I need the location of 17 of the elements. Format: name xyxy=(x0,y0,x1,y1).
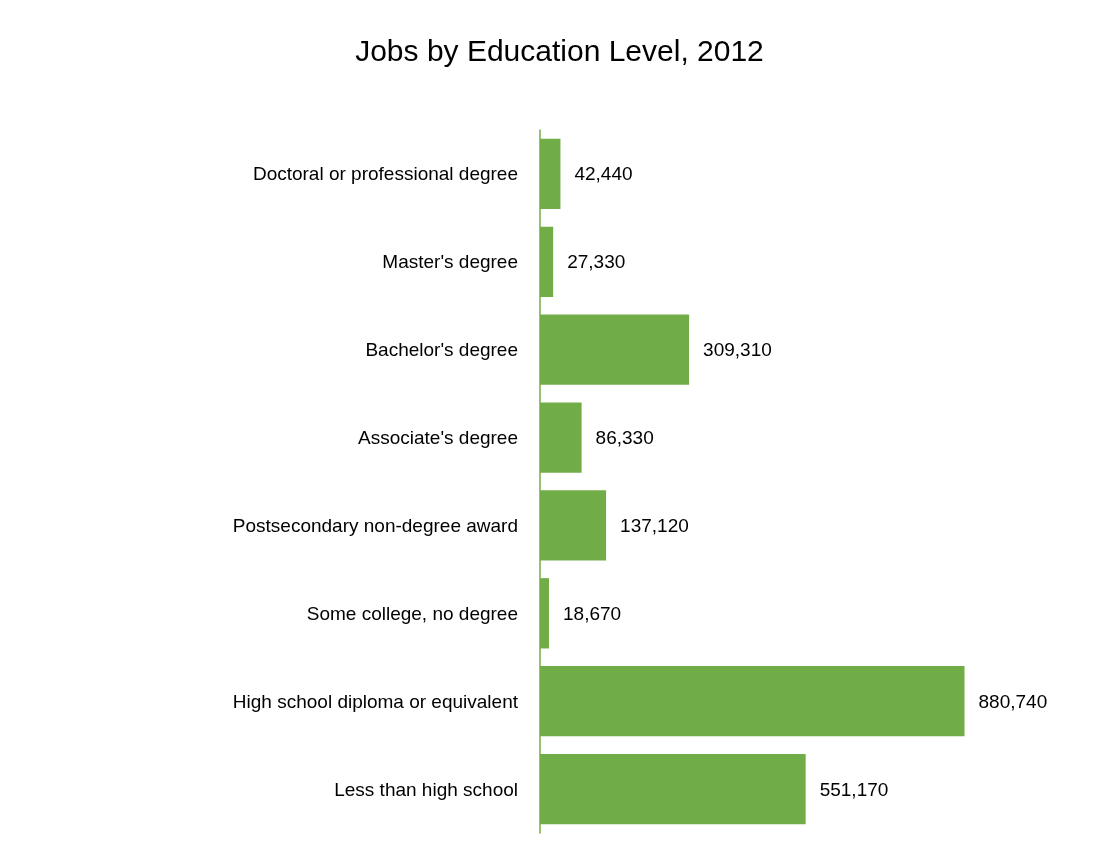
data-label: 880,740 xyxy=(978,690,1048,712)
data-label: 551,170 xyxy=(819,778,889,800)
chart-title: Jobs by Education Level, 2012 xyxy=(355,33,764,67)
data-label: 309,310 xyxy=(703,339,772,361)
data-label: 42,440 xyxy=(574,163,633,185)
data-label: 18,670 xyxy=(563,602,622,624)
data-label: 86,330 xyxy=(595,427,654,449)
y-tick-label: Bachelor's degree xyxy=(365,339,518,361)
y-tick-label: Some college, no degree xyxy=(306,602,518,624)
y-tick-label: High school diploma or equivalent xyxy=(232,690,519,712)
y-tick-label: Less than high school xyxy=(334,778,518,800)
data-label: 27,330 xyxy=(567,251,626,273)
y-tick-label: Postsecondary non-degree award xyxy=(232,514,518,536)
y-tick-label: Doctoral or professional degree xyxy=(252,163,518,185)
y-tick-label: Associate's degree xyxy=(358,427,518,449)
data-label: 137,120 xyxy=(620,514,689,536)
y-tick-label: Master's degree xyxy=(382,251,518,273)
